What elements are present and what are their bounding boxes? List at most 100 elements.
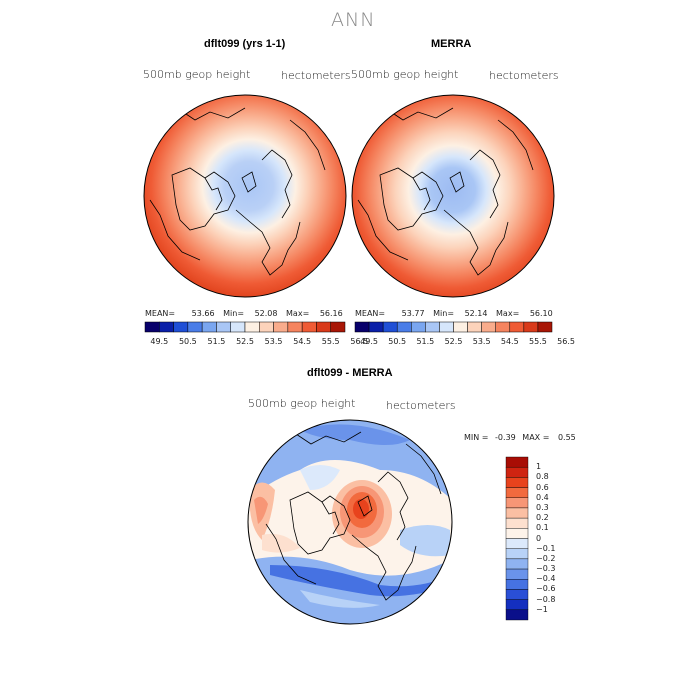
panel-1-title: dflt099 (yrs 1-1) [204,38,286,50]
diff-units: hectometers [386,399,456,412]
colorbar-tick-label: 56.5 [557,337,575,346]
colorbar-swatch [330,321,346,333]
diff-min-label: MIN = [464,433,489,442]
panel-2-map [351,94,555,298]
colorbar-swatch [537,321,553,333]
colorbar-tick-label: 49.5 [150,337,169,346]
colorbar-swatch [523,321,539,333]
colorbar-swatch [259,321,274,333]
figure-title: ANN [331,9,376,31]
colorbar-abs-2 [354,321,553,333]
colorbar-diff-tick-label: −0.6 [536,584,556,594]
colorbar-tick-label: 51.5 [207,337,226,346]
colorbar-swatch [505,517,529,529]
panel-2-field-label: 500mb geop height [351,68,459,81]
colorbar-swatch [230,321,246,333]
colorbar-swatch [273,321,289,333]
panel-2-max-value: 56.10 [529,309,553,318]
colorbar-diff-tick-label: 0.8 [536,472,549,482]
diff-map [247,419,453,625]
colorbar-diff-tick-label: 0.1 [536,523,549,533]
colorbar-swatch [187,321,203,333]
colorbar-abs-1 [144,321,346,333]
diff-minmax: MIN = -0.39 MAX = 0.55 [464,433,576,442]
panel-1-min-label: Min= [223,309,245,318]
colorbar-swatch [505,487,529,498]
colorbar-swatch [505,497,529,509]
colorbar-swatch [505,466,529,478]
colorbar-tick-label: 55.5 [529,337,547,346]
panel-2-stats: MEAN= 53.77 Min= 52.14 Max= 56.10 [355,309,553,318]
colorbar-diff-tick-label: −0.1 [536,543,556,553]
colorbar-swatch [505,456,529,468]
colorbar-swatch [287,321,303,333]
diff-min-value: -0.39 [495,433,516,442]
panel-1-stats: MEAN= 53.66 Min= 52.08 Max= 56.16 [145,309,343,318]
colorbar-swatch [505,558,529,570]
colorbar-swatch [382,321,398,333]
panel-2-max-label: Max= [496,309,520,318]
colorbar-swatch [425,321,440,333]
colorbar-swatch [201,321,217,333]
panel-2-min-value: 52.14 [464,309,488,318]
colorbar-diff-tick-label: 0.4 [536,492,549,502]
panel-1-mean-label: MEAN= [145,309,176,318]
diff-max-value: 0.55 [557,433,576,442]
colorbar-tick-label: 51.5 [416,337,435,346]
colorbar-swatch [505,568,529,580]
colorbar-swatch [301,321,317,333]
colorbar-swatch [467,321,482,333]
colorbar-tick-label: 52.5 [444,337,463,346]
diff-title: dflt099 - MERRA [307,367,393,379]
colorbar-tick-label: 50.5 [388,337,407,346]
colorbar-swatch [173,321,189,333]
colorbar-diff-tick-label: −0.4 [536,574,556,584]
colorbar-swatch [411,321,426,333]
colorbar-tick-label: 53.5 [264,337,283,346]
colorbar-swatch [505,589,529,600]
panel-2-units: hectometers [489,69,559,82]
colorbar-swatch [505,477,529,488]
colorbar-diff-tick-label: 0.3 [536,502,549,512]
colorbar-swatch [244,321,260,333]
colorbar-swatch [505,528,529,539]
panel-2-min-label: Min= [433,309,455,318]
colorbar-tick-label: 53.5 [472,337,491,346]
panel-1-max-label: Max= [286,309,310,318]
colorbar-swatch [144,321,160,333]
diff-max-label: MAX = [522,433,550,442]
colorbar-swatch [396,321,412,333]
panel-1-units: hectometers [281,69,351,82]
colorbar-swatch [453,321,468,333]
colorbar-tick-label: 54.5 [293,337,312,346]
colorbar-swatch [495,321,511,333]
colorbar-swatch [505,548,529,560]
panel-1-max-value: 56.16 [319,309,343,318]
colorbar-diff-tick-label: 0.6 [536,482,549,492]
colorbar-swatch [481,321,496,333]
colorbar-diff-tick-label: −1 [536,604,548,614]
colorbar-tick-label: 52.5 [236,337,254,346]
colorbar-swatch [439,321,454,333]
colorbar-swatch [505,507,529,519]
panel-1-mean-value: 53.66 [191,309,215,318]
colorbar-tick-label: 56.5 [350,337,369,346]
colorbar-swatch [316,321,331,333]
colorbar-swatch [354,321,370,333]
colorbar-tick-label: 50.5 [178,337,197,346]
colorbar-diff-tick-label: −0.2 [536,553,556,563]
panel-2-mean-value: 53.77 [401,309,425,318]
colorbar-tick-label: 54.5 [500,337,519,346]
colorbar-swatch [505,579,529,590]
colorbar-diff-tick-label: −0.3 [536,564,556,574]
colorbar-diff-tick-label: 1 [536,462,542,472]
colorbar-swatch [505,599,529,611]
colorbar-swatch [159,321,174,333]
colorbar-diff-tick-label: 0 [536,533,542,543]
panel-1-map [143,94,347,298]
colorbar-swatch [368,321,384,333]
colorbar-swatch [505,609,529,621]
panel-1-field-label: 500mb geop height [143,68,251,81]
colorbar-diff-tick-label: 0.2 [536,513,549,523]
